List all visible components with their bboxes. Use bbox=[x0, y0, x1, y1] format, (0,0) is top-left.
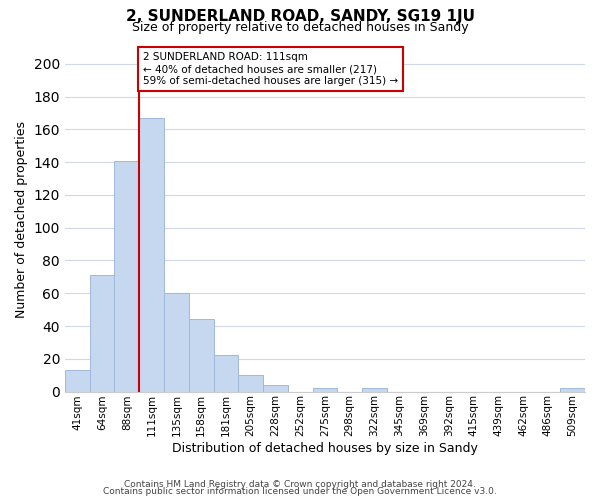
Bar bbox=[362, 388, 387, 392]
Bar bbox=[189, 320, 214, 392]
Text: 2 SUNDERLAND ROAD: 111sqm
← 40% of detached houses are smaller (217)
59% of semi: 2 SUNDERLAND ROAD: 111sqm ← 40% of detac… bbox=[143, 52, 398, 86]
Bar bbox=[139, 118, 164, 392]
X-axis label: Distribution of detached houses by size in Sandy: Distribution of detached houses by size … bbox=[172, 442, 478, 455]
Y-axis label: Number of detached properties: Number of detached properties bbox=[15, 121, 28, 318]
Text: Contains HM Land Registry data © Crown copyright and database right 2024.: Contains HM Land Registry data © Crown c… bbox=[124, 480, 476, 489]
Bar bbox=[560, 388, 585, 392]
Bar bbox=[65, 370, 89, 392]
Text: Size of property relative to detached houses in Sandy: Size of property relative to detached ho… bbox=[131, 21, 469, 34]
Bar bbox=[164, 293, 189, 392]
Bar bbox=[263, 385, 288, 392]
Bar bbox=[89, 275, 115, 392]
Bar bbox=[238, 375, 263, 392]
Bar bbox=[214, 356, 238, 392]
Text: 2, SUNDERLAND ROAD, SANDY, SG19 1JU: 2, SUNDERLAND ROAD, SANDY, SG19 1JU bbox=[125, 9, 475, 24]
Bar bbox=[115, 160, 139, 392]
Bar bbox=[313, 388, 337, 392]
Text: Contains public sector information licensed under the Open Government Licence v3: Contains public sector information licen… bbox=[103, 487, 497, 496]
